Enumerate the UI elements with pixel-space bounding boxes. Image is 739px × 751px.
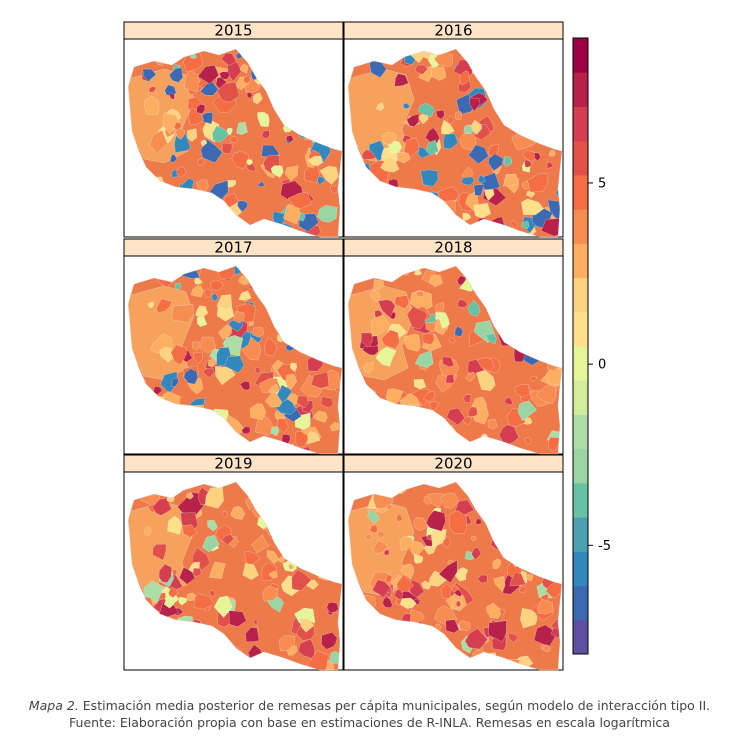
colorbar-swatch — [573, 517, 588, 552]
caption-line1: Estimación media posterior de remesas pe… — [78, 698, 711, 713]
figure-caption: Mapa 2. Estimación media posterior de re… — [0, 697, 739, 731]
colorbar-swatch — [573, 277, 588, 313]
colorbar-frame — [572, 37, 589, 655]
colorbar-swatch — [573, 209, 588, 244]
map-panel-2020: 2020 — [343, 454, 564, 671]
caption-line2: Fuente: Elaboración propia con base en e… — [69, 715, 670, 730]
colorbar-swatch — [573, 414, 588, 450]
colorbar-swatch — [573, 380, 588, 415]
colorbar-tick-label: 5 — [598, 176, 606, 191]
panel-title: 2019 — [214, 455, 252, 473]
map-panel-2015: 2015 — [123, 21, 344, 238]
colorbar-swatch — [573, 140, 588, 176]
map-panel-2018: 2018 — [343, 238, 564, 455]
colorbar-swatch — [573, 174, 588, 210]
colorbar-swatch — [573, 448, 588, 484]
colorbar-swatch — [573, 72, 588, 107]
colorbar-swatch — [573, 551, 588, 587]
colorbar-swatch — [573, 482, 588, 518]
colorbar-swatch — [573, 619, 588, 655]
map-panel-2019: 2019 — [123, 454, 344, 671]
colorbar-swatch — [573, 346, 588, 381]
map-panel-2016: 2016 — [343, 21, 564, 238]
colorbar-tick-label: 0 — [598, 358, 606, 373]
panel-title: 2017 — [214, 239, 252, 257]
colorbar-swatch — [573, 38, 588, 73]
panel-title: 2015 — [214, 22, 252, 40]
colorbar-swatch — [573, 106, 588, 142]
panels-layer: 2015 2016 2017 2018 2019 2020 — [123, 21, 564, 671]
map-panel-2017: 2017 — [123, 238, 344, 455]
panel-title: 2020 — [434, 455, 472, 473]
colorbar-swatch — [573, 585, 588, 621]
panel-title: 2016 — [434, 22, 472, 40]
caption-lead: Mapa 2. — [28, 698, 79, 713]
colorbar-swatch — [573, 311, 588, 347]
colorbar-tick-label: -5 — [598, 539, 611, 554]
panel-title: 2018 — [434, 239, 472, 257]
colorbar: 5 0 -5 — [572, 37, 611, 655]
choropleth-figure: 2015 2016 2017 2018 2019 2020 5 0 -5 — [123, 21, 611, 671]
colorbar-swatch — [573, 243, 588, 279]
